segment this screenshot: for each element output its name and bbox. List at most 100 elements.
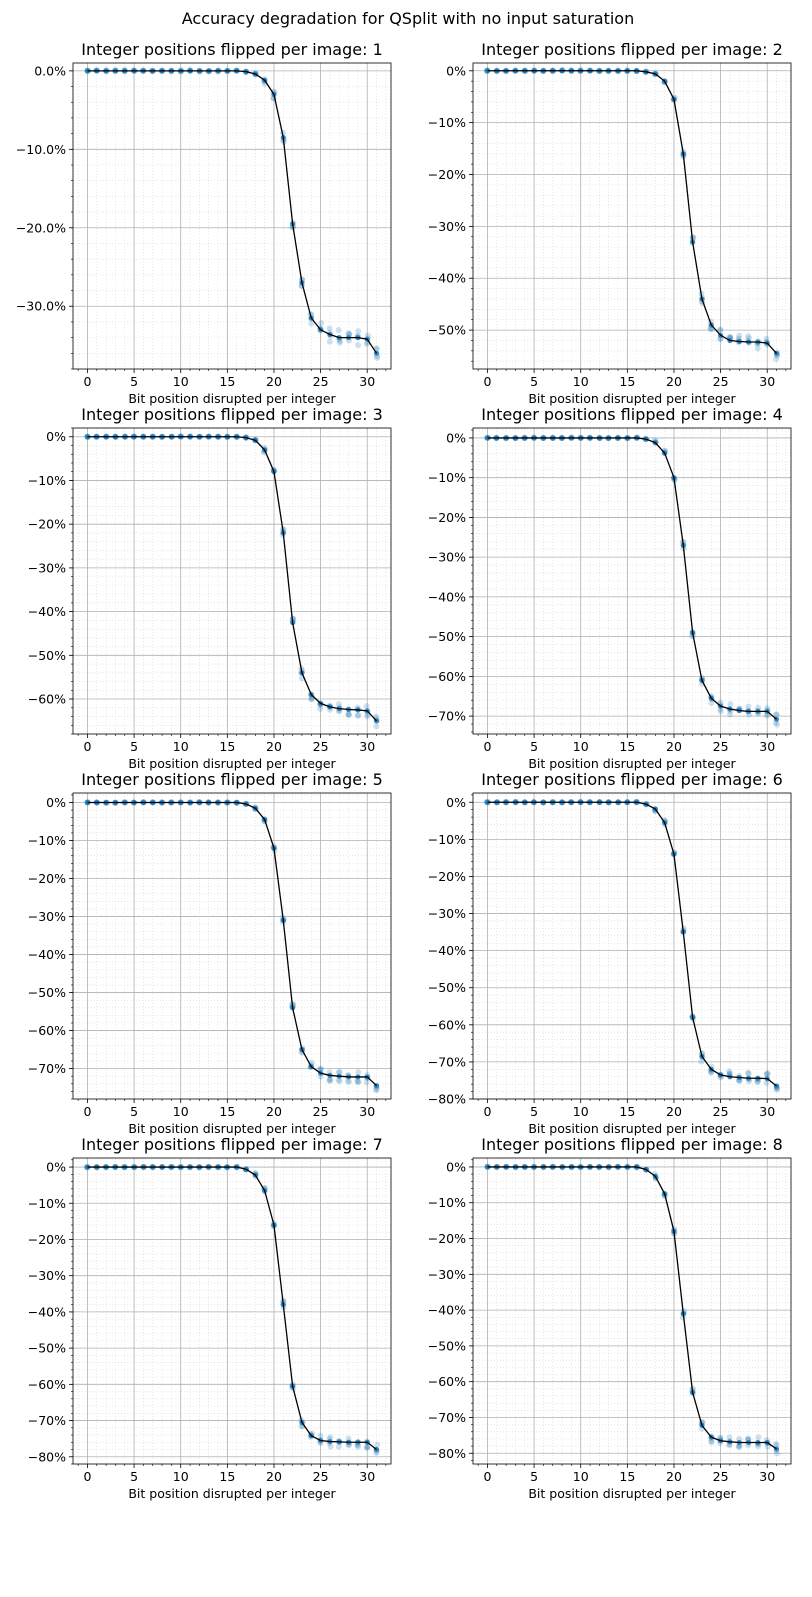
trial-point <box>308 696 315 703</box>
subplot-7: 0 5 10 15 20 25 30 0% −10% −20% −30% −40% −50% −60% −7… <box>28 1135 392 1501</box>
x-tick-label: 5 <box>530 374 538 389</box>
x-tick-label: 20 <box>666 1469 682 1484</box>
x-tick-label: 5 <box>130 374 138 389</box>
x-tick-label: 30 <box>759 1469 775 1484</box>
x-tick-label: 30 <box>359 374 375 389</box>
x-tick-label: 30 <box>359 739 375 754</box>
y-tick-label: −50% <box>428 1338 466 1353</box>
x-tick-label: 25 <box>313 1469 329 1484</box>
y-tick-label: −30% <box>28 909 66 924</box>
trial-point <box>355 328 362 335</box>
y-tick-label: −70% <box>28 1413 66 1428</box>
trial-point <box>726 1434 733 1441</box>
y-tick-label: −40% <box>428 943 466 958</box>
y-tick-label: −50% <box>28 1341 66 1356</box>
trial-point <box>745 1070 752 1077</box>
trial-point <box>355 342 362 349</box>
subplot-title: Integer positions flipped per image: 5 <box>81 770 383 789</box>
x-tick-label: 0 <box>83 374 91 389</box>
y-tick-label: −30% <box>428 1267 466 1282</box>
y-tick-label: −20% <box>428 167 466 182</box>
y-tick-label: −20% <box>28 1232 66 1247</box>
y-tick-label: −70% <box>428 709 466 724</box>
y-tick-label: −10% <box>428 1195 466 1210</box>
trial-point <box>326 338 333 345</box>
subplot-5: 0 5 10 15 20 25 30 0% −10% −20% −30% −40% −50% −60% −7… <box>28 770 392 1136</box>
y-tick-label: −20.0% <box>16 220 66 235</box>
x-tick-label: 0 <box>483 1469 491 1484</box>
trial-point <box>335 701 342 708</box>
trial-point <box>354 1443 361 1450</box>
x-tick-label: 15 <box>219 374 235 389</box>
series-line <box>87 1166 377 1451</box>
trial-point <box>698 1058 705 1065</box>
y-tick-label: 0% <box>46 1160 66 1175</box>
y-tick-label: −40% <box>28 947 66 962</box>
series-line <box>487 437 777 720</box>
y-tick-label: −10% <box>28 473 66 488</box>
y-tick-label: −60% <box>428 669 466 684</box>
trial-point <box>363 340 370 347</box>
trial-point <box>345 1435 352 1442</box>
x-tick-label: 10 <box>573 1104 589 1119</box>
trial-point <box>317 1065 324 1072</box>
subplot-title: Integer positions flipped per image: 1 <box>81 40 383 59</box>
trial-point <box>755 1443 762 1450</box>
x-tick-label: 25 <box>313 739 329 754</box>
trial-point <box>773 1441 780 1448</box>
y-tick-label: −60% <box>28 1023 66 1038</box>
plot-area <box>473 1158 791 1464</box>
y-tick-label: −20% <box>28 517 66 532</box>
trial-point <box>363 1444 370 1451</box>
subplot-title: Integer positions flipped per image: 8 <box>481 1135 783 1154</box>
trial-point <box>717 708 724 715</box>
y-tick-label: 0% <box>446 795 466 810</box>
y-tick-label: −60% <box>28 692 66 707</box>
trial-point <box>708 1439 715 1446</box>
trial-point <box>363 1079 370 1086</box>
trial-point <box>345 711 352 718</box>
y-tick-label: −30% <box>28 560 66 575</box>
trial-point <box>364 1443 371 1450</box>
trial-point <box>764 1070 771 1077</box>
y-tick-label: −70% <box>428 1054 466 1069</box>
y-tick-label: −30% <box>28 1268 66 1283</box>
x-tick-label: 0 <box>83 739 91 754</box>
trial-point <box>336 1068 343 1075</box>
x-tick-label: 20 <box>666 739 682 754</box>
x-tick-label: 20 <box>266 739 282 754</box>
x-tick-label: 10 <box>173 1469 189 1484</box>
trial-point <box>764 712 771 719</box>
x-tick-label: 25 <box>713 1469 729 1484</box>
trial-point <box>345 1079 352 1086</box>
y-tick-label: −50% <box>28 648 66 663</box>
y-tick-label: −30.0% <box>16 299 66 314</box>
figure-title: Accuracy degradation for QSplit with no … <box>182 9 634 28</box>
x-tick-label: 5 <box>130 1469 138 1484</box>
y-tick-label: 0% <box>446 1159 466 1174</box>
plot-area <box>73 63 391 369</box>
y-tick-label: −70% <box>28 1061 66 1076</box>
trial-point <box>745 333 752 340</box>
plot-area <box>473 793 791 1099</box>
x-tick-label: 30 <box>759 739 775 754</box>
subplot-3: 0 5 10 15 20 25 30 0% −10% −20% −30% −40% −50% −60% In… <box>28 405 392 771</box>
trial-point <box>773 711 780 718</box>
x-tick-label: 30 <box>359 1469 375 1484</box>
trial-point <box>373 1086 380 1093</box>
y-tick-label: 0% <box>446 430 466 445</box>
trial-point <box>326 325 333 332</box>
y-tick-label: −40% <box>428 271 466 286</box>
trial-point <box>763 335 770 342</box>
y-tick-label: −50% <box>428 980 466 995</box>
x-tick-label: 5 <box>530 1104 538 1119</box>
x-axis-label: Bit position disrupted per integer <box>128 756 336 771</box>
plot-area <box>73 428 391 734</box>
x-tick-label: 0 <box>483 739 491 754</box>
y-tick-label: −40% <box>428 1303 466 1318</box>
x-tick-label: 10 <box>573 374 589 389</box>
trial-point <box>355 1069 362 1076</box>
x-tick-label: 20 <box>666 1104 682 1119</box>
trial-point <box>326 1077 333 1084</box>
